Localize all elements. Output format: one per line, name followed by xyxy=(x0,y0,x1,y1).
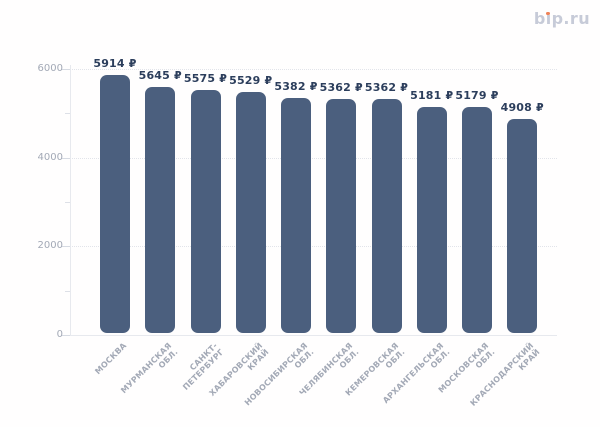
x-axis-line xyxy=(70,335,557,336)
bar-МУРМАНСКАЯ ОБЛ.[interactable] xyxy=(145,86,176,333)
y-axis-tick-label: 4000 xyxy=(37,151,63,163)
bar-КРАСНОДАРСКИЙ КРАЙ[interactable] xyxy=(507,119,538,333)
y-major-tick xyxy=(62,246,70,248)
bar-КЕМЕРОВСКАЯ ОБЛ.[interactable] xyxy=(371,99,402,333)
logo-text-rest: p.ru xyxy=(551,9,590,28)
bar-value-label: 5914 ₽ xyxy=(93,57,137,71)
y-axis-tick-label: 2000 xyxy=(37,240,63,252)
logo-letter-i: ı xyxy=(546,9,552,28)
bar-value-label: 5179 ₽ xyxy=(455,89,499,103)
y-axis-tick-label: 6000 xyxy=(37,63,63,74)
gridline-6000 xyxy=(70,69,557,70)
gridline-4000 xyxy=(70,157,557,159)
y-axis-line xyxy=(70,65,71,335)
bar-МОСКВА[interactable] xyxy=(100,75,130,333)
bar-value-label: 5362 ₽ xyxy=(364,81,409,95)
bar-value-label: 5575 ₽ xyxy=(183,71,228,85)
bar-НОВОСИБИРСКАЯ ОБЛ.[interactable] xyxy=(281,98,311,333)
logo-text-i: ı xyxy=(545,9,552,28)
bar-value-label: 4908 ₽ xyxy=(500,101,544,114)
gridline-2000 xyxy=(70,246,557,248)
bar-МОСКОВСКАЯ ОБЛ.[interactable] xyxy=(462,107,492,333)
y-axis-tick-label: 0 xyxy=(56,329,63,340)
y-minor-tick xyxy=(65,290,70,292)
y-major-tick xyxy=(62,69,70,70)
y-major-tick xyxy=(62,157,70,159)
bar-value-label: 5529 ₽ xyxy=(229,73,273,87)
bar-ХАБАРОВСКИЙ КРАЙ[interactable] xyxy=(235,91,266,333)
logo-bip-ru[interactable]: bı p.ru xyxy=(534,9,590,28)
bar-САНКТ-ПЕТЕРБУРГ[interactable] xyxy=(190,89,221,333)
y-major-tick xyxy=(62,335,70,336)
y-minor-tick xyxy=(65,202,70,203)
bar-value-label: 5645 ₽ xyxy=(138,68,182,82)
logo-text-b: b xyxy=(533,9,546,28)
bar-value-label: 5362 ₽ xyxy=(319,81,363,95)
logo-i-dot-icon xyxy=(546,11,550,16)
bar-ЧЕЛЯБИНСКАЯ ОБЛ.[interactable] xyxy=(326,99,357,333)
bar-АРХАНГЕЛЬСКАЯ ОБЛ.[interactable] xyxy=(416,107,447,333)
bar-value-label: 5181 ₽ xyxy=(410,89,454,103)
y-minor-tick xyxy=(65,113,70,115)
bar-value-label: 5382 ₽ xyxy=(274,80,318,94)
